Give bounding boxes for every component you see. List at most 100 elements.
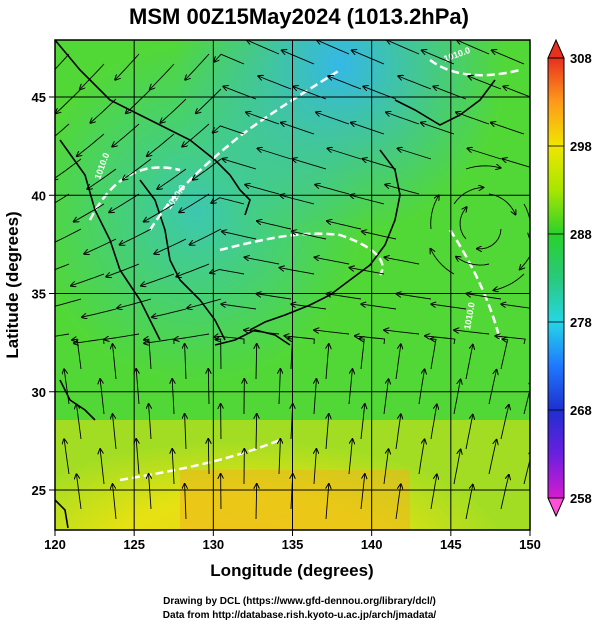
streamline	[208, 439, 209, 475]
streamline	[157, 168, 187, 189]
streamline	[383, 379, 389, 415]
streamline	[187, 298, 222, 308]
x-tick-label: 120	[44, 537, 66, 552]
streamline	[174, 333, 210, 340]
streamline	[465, 166, 501, 169]
streamline	[328, 149, 362, 160]
streamline	[126, 88, 152, 113]
streamline	[457, 40, 490, 55]
streamline	[536, 485, 545, 519]
streamline	[453, 450, 461, 485]
streamline	[176, 263, 210, 277]
streamline	[258, 149, 292, 160]
streamline	[55, 123, 70, 137]
streamline	[55, 53, 70, 70]
lat-lon-grid	[55, 40, 530, 530]
streamline	[454, 330, 490, 335]
streamline	[223, 159, 257, 170]
x-tick-label: 150	[519, 537, 541, 552]
streamline	[214, 336, 245, 344]
streamline	[292, 231, 327, 240]
streamline	[77, 404, 82, 440]
streamline	[360, 404, 365, 440]
streamline	[55, 298, 82, 307]
streamline	[71, 273, 105, 286]
streamline	[211, 197, 245, 205]
streamline	[208, 369, 209, 405]
streamline	[468, 76, 502, 90]
streamline	[190, 228, 222, 245]
streamline	[136, 369, 139, 405]
streamline	[492, 50, 525, 65]
streamline	[77, 474, 82, 510]
streamline	[87, 168, 117, 189]
streamline	[293, 159, 327, 170]
streamline	[500, 475, 509, 510]
streamline	[113, 414, 117, 450]
colorbar-tick-label: 258	[570, 491, 592, 506]
streamline	[84, 238, 117, 254]
streamline	[396, 294, 432, 300]
colorbar: 308 298 288 278 268 258	[547, 38, 592, 518]
streamline	[314, 379, 316, 415]
streamline	[244, 330, 280, 335]
streamline	[430, 196, 439, 230]
streamline	[466, 294, 502, 300]
streamline	[258, 76, 292, 90]
streamline	[326, 414, 329, 450]
streamline	[456, 257, 490, 266]
streamline	[536, 345, 545, 379]
streamline	[279, 369, 280, 405]
streamline	[328, 76, 362, 90]
streamline	[160, 98, 187, 123]
streamline	[100, 449, 105, 485]
colorbar-ticks: 308 298 288 278 268 258	[548, 51, 592, 506]
streamline	[425, 336, 456, 345]
colorbar-tick-label: 268	[570, 403, 592, 418]
streamline	[280, 195, 315, 205]
streamline	[361, 304, 397, 310]
streamline	[398, 149, 432, 160]
streamline	[154, 238, 187, 254]
streamline	[477, 228, 502, 249]
streamline	[383, 449, 389, 485]
streamline	[488, 370, 497, 405]
streamline	[453, 187, 483, 205]
streamline	[520, 254, 530, 269]
streamline	[314, 449, 316, 485]
streamline	[256, 294, 292, 300]
streamline	[456, 112, 490, 125]
x-tick-label: 135	[282, 537, 304, 552]
streamline	[149, 404, 151, 440]
streamline	[256, 414, 257, 450]
streamline	[327, 221, 362, 230]
x-tick-label: 130	[202, 537, 224, 552]
streamline	[352, 50, 385, 65]
streamline	[503, 159, 530, 168]
streamline	[82, 308, 117, 317]
streamline	[172, 449, 174, 485]
streamline	[363, 159, 397, 170]
streamline	[495, 336, 526, 345]
credit-drawing: Drawing by DCL (https://www.gfd-dennou.o…	[163, 596, 436, 607]
streamline	[459, 207, 467, 240]
streamline	[326, 344, 329, 380]
streamline	[214, 53, 245, 65]
streamline	[395, 414, 401, 450]
streamline	[55, 193, 70, 204]
streamline	[279, 439, 280, 475]
streamline	[315, 257, 350, 265]
streamline	[348, 439, 352, 475]
streamline	[465, 345, 473, 380]
y-tick-label: 30	[32, 385, 46, 400]
streamline	[314, 330, 350, 335]
streamline	[488, 440, 497, 475]
streamline	[355, 336, 386, 345]
streamline	[213, 125, 245, 135]
streamline	[431, 304, 467, 310]
streamline	[120, 228, 152, 245]
streamline	[115, 53, 140, 80]
colorbar-tick-label: 298	[570, 139, 592, 154]
streamline	[500, 405, 509, 440]
